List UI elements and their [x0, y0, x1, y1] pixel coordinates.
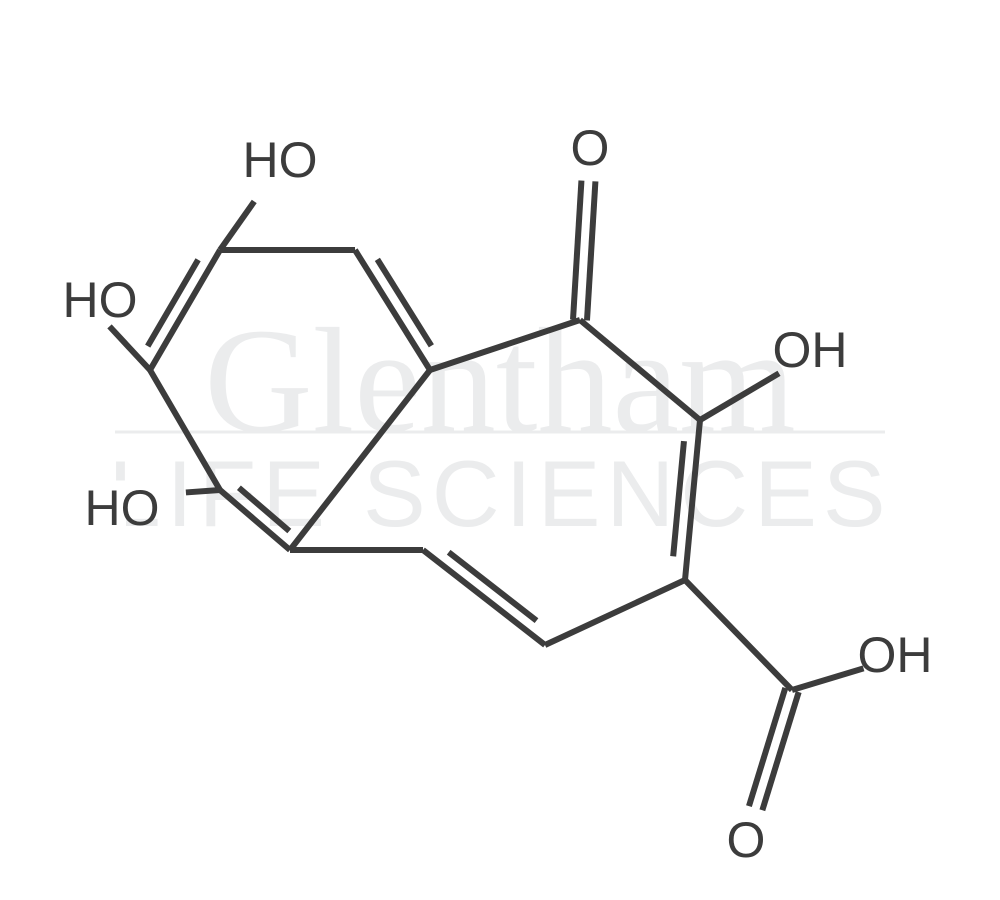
atom-label-O2: HO	[85, 480, 160, 536]
atom-label-O6: OH	[773, 322, 848, 378]
diagram-canvas: Glentham LIFE SCIENCES HOHOHOOOHOOH	[0, 0, 1000, 900]
atom-label-O4: HO	[243, 132, 318, 188]
atom-label-O5: O	[571, 120, 610, 176]
atom-label-O9a: O	[727, 812, 766, 868]
chemical-structure: HO HO HO O OH O OH	[0, 0, 1000, 900]
atom-label-O3: HO	[63, 272, 138, 328]
atom-label-O9b: OH	[858, 627, 933, 683]
